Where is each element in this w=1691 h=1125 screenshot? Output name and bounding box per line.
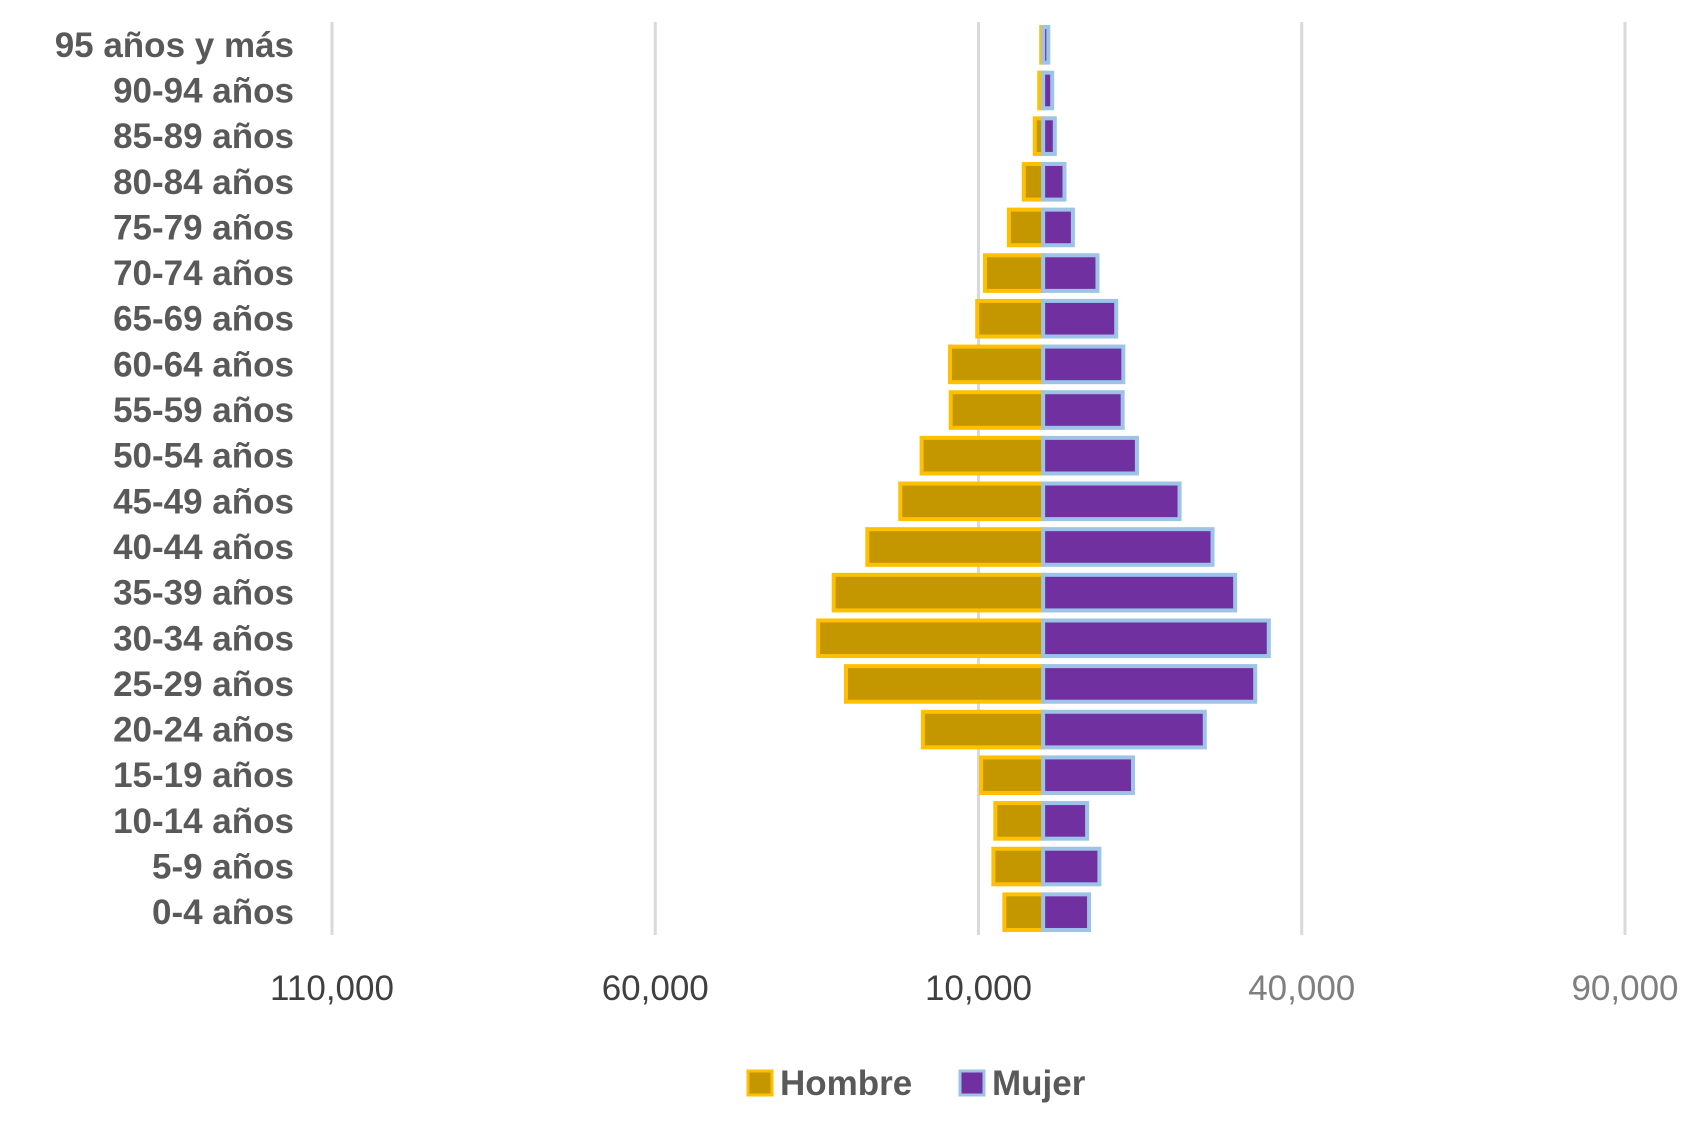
category-label: 90-94 años xyxy=(113,71,294,110)
category-label: 15-19 años xyxy=(113,756,294,795)
bar-hombre xyxy=(816,618,1046,659)
bar-hombre xyxy=(843,664,1046,704)
category-label: 65-69 años xyxy=(113,300,294,339)
bar-mujer xyxy=(1041,207,1075,248)
bar-mujer xyxy=(1041,481,1182,522)
category-label: 10-14 años xyxy=(113,802,294,841)
bar-mujer xyxy=(1041,709,1207,750)
bar-hombre xyxy=(1002,892,1046,932)
bar-hombre xyxy=(993,801,1046,841)
category-label: 80-84 años xyxy=(113,163,294,202)
category-label: 85-89 años xyxy=(113,117,294,156)
category-label: 40-44 años xyxy=(113,528,294,567)
bar-mujer xyxy=(1041,344,1126,385)
bar-mujer xyxy=(1041,253,1100,293)
category-label: 75-79 años xyxy=(113,208,294,247)
bar-mujer xyxy=(1041,25,1051,65)
legend-swatch-mujer xyxy=(958,1069,986,1097)
bar-mujer xyxy=(1041,435,1139,476)
category-label: 45-49 años xyxy=(113,482,294,521)
category-label: 5-9 años xyxy=(152,848,294,887)
x-tick-label: 40,000 xyxy=(1248,969,1355,1008)
category-label: 60-64 años xyxy=(113,345,294,384)
category-label: 55-59 años xyxy=(113,391,294,430)
gridlines xyxy=(330,22,1627,935)
bar-hombre xyxy=(831,572,1046,613)
bar-mujer xyxy=(1041,846,1102,887)
bar-mujer xyxy=(1041,572,1238,613)
bar-mujer xyxy=(1041,70,1055,111)
legend-label-mujer: Mujer xyxy=(992,1064,1086,1103)
bar-mujer xyxy=(1041,116,1057,156)
x-tick-label: 110,000 xyxy=(270,969,394,1008)
category-label: 30-34 años xyxy=(113,619,294,658)
bar-mujer xyxy=(1041,390,1125,430)
bar-hombre xyxy=(920,709,1046,750)
bar-hombre xyxy=(979,755,1046,796)
x-axis-tick-labels: 110,000 60,000 10,000 40,000 90,000 xyxy=(270,969,1678,1008)
category-label: 95 años y más xyxy=(55,26,294,65)
x-tick-label: 90,000 xyxy=(1571,969,1678,1008)
bar-hombre xyxy=(919,435,1046,476)
category-label: 0-4 años xyxy=(152,893,294,932)
bar-hombre xyxy=(948,344,1046,385)
bar-mujer xyxy=(1041,801,1090,841)
x-tick-label: 10,000 xyxy=(925,969,1032,1008)
category-label: 50-54 años xyxy=(113,437,294,476)
bar-hombre xyxy=(982,253,1046,293)
legend: Hombre Mujer xyxy=(746,1064,1086,1103)
bar-hombre xyxy=(865,527,1046,567)
category-label: 25-29 años xyxy=(113,665,294,704)
bar-hombre xyxy=(1021,161,1046,202)
bar-hombre xyxy=(948,390,1046,430)
bar-mujer xyxy=(1041,527,1215,567)
category-label: 70-74 años xyxy=(113,254,294,293)
legend-swatch-hombre xyxy=(746,1069,774,1097)
category-label: 20-24 años xyxy=(113,711,294,750)
bar-mujer xyxy=(1041,892,1092,932)
legend-label-hombre: Hombre xyxy=(780,1064,912,1103)
bar-mujer xyxy=(1041,298,1119,339)
bar-mujer xyxy=(1041,618,1271,659)
bar-mujer xyxy=(1041,161,1067,202)
bar-hombre xyxy=(991,846,1046,887)
x-tick-label: 60,000 xyxy=(602,969,709,1008)
bar-mujer xyxy=(1041,755,1136,796)
category-label: 35-39 años xyxy=(113,574,294,613)
bar-hombre xyxy=(975,298,1046,339)
bar-hombre xyxy=(898,481,1046,522)
category-labels: 0-4 años 5-9 años 10-14 años 15-19 años 20-2… xyxy=(55,26,294,932)
bars xyxy=(816,25,1271,932)
bar-hombre xyxy=(1006,207,1046,248)
bar-mujer xyxy=(1041,664,1258,704)
